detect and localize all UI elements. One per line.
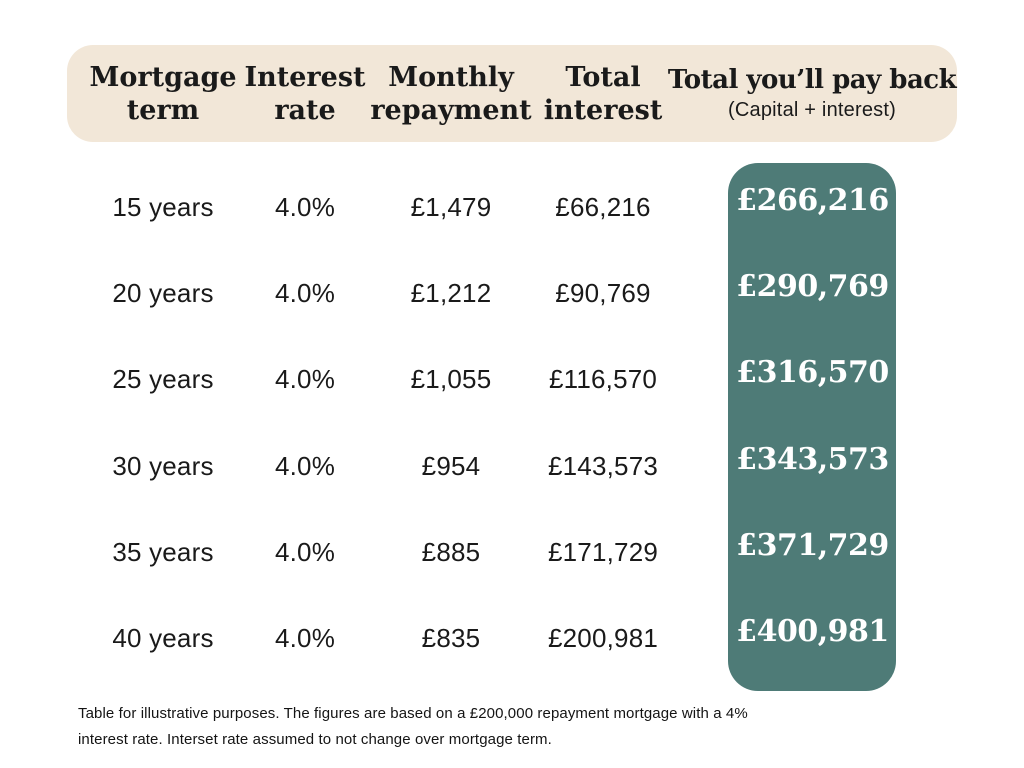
cell-interest-rate: 4.0% xyxy=(274,450,336,481)
cell-total-payback: £316,570 xyxy=(736,354,889,390)
cell-total-payback: £400,981 xyxy=(736,613,889,649)
table-row: 30 years 4.0% £954 £143,573 £343,573 xyxy=(0,423,1024,509)
table-header-band xyxy=(67,45,957,142)
table-row: 35 years 4.0% £885 £171,729 £371,729 xyxy=(0,509,1024,595)
footnote: Table for illustrative purposes. The fig… xyxy=(78,705,748,748)
cell-interest-rate: 4.0% xyxy=(274,536,336,567)
cell-mortgage-term: 40 years xyxy=(112,622,214,653)
column-header-mortgage-term: Mortgage term xyxy=(89,61,237,126)
cell-mortgage-term: 30 years xyxy=(112,450,214,481)
cell-monthly-repayment: £954 xyxy=(421,450,481,481)
cell-monthly-repayment: £885 xyxy=(421,536,481,567)
cell-total-payback: £290,769 xyxy=(736,268,889,304)
column-header-total-payback-title: Total you’ll pay back xyxy=(667,65,957,95)
table-row: 15 years 4.0% £1,479 £66,216 £266,216 xyxy=(0,164,1024,250)
column-header-total-interest: Total interest xyxy=(543,61,663,126)
column-header-total-payback-subtitle: (Capital + interest) xyxy=(728,99,896,121)
cell-total-interest: £143,573 xyxy=(547,450,659,481)
cell-mortgage-term: 20 years xyxy=(112,277,214,308)
cell-interest-rate: 4.0% xyxy=(274,363,336,394)
cell-interest-rate: 4.0% xyxy=(274,277,336,308)
cell-monthly-repayment: £1,479 xyxy=(410,191,492,222)
table-row: 25 years 4.0% £1,055 £116,570 £316,570 xyxy=(0,336,1024,422)
cell-total-interest: £90,769 xyxy=(555,277,651,308)
column-header-total-payback: Total you’ll pay back (Capital + interes… xyxy=(668,45,957,142)
cell-monthly-repayment: £835 xyxy=(421,622,481,653)
cell-total-interest: £171,729 xyxy=(547,536,659,567)
cell-total-interest: £116,570 xyxy=(548,363,658,394)
total-payback-highlight-panel xyxy=(728,163,896,691)
column-header-interest-rate: Interest rate xyxy=(244,61,366,126)
cell-total-payback: £371,729 xyxy=(736,527,889,563)
cell-mortgage-term: 35 years xyxy=(112,536,214,567)
cell-mortgage-term: 25 years xyxy=(112,363,214,394)
cell-mortgage-term: 15 years xyxy=(112,191,214,222)
cell-monthly-repayment: £1,212 xyxy=(410,277,492,308)
cell-interest-rate: 4.0% xyxy=(274,622,336,653)
column-header-monthly-repayment: Monthly repayment xyxy=(370,61,532,126)
table-row: 20 years 4.0% £1,212 £90,769 £290,769 xyxy=(0,250,1024,336)
cell-total-interest: £66,216 xyxy=(555,191,651,222)
table-row: 40 years 4.0% £835 £200,981 £400,981 xyxy=(0,595,1024,681)
cell-total-interest: £200,981 xyxy=(547,622,659,653)
cell-total-payback: £343,573 xyxy=(736,441,889,477)
cell-total-payback: £266,216 xyxy=(736,182,889,218)
cell-interest-rate: 4.0% xyxy=(274,191,336,222)
cell-monthly-repayment: £1,055 xyxy=(410,363,492,394)
